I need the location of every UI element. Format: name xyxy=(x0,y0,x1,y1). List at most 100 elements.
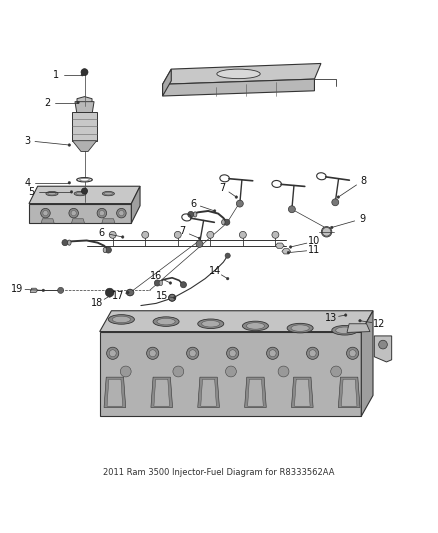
Circle shape xyxy=(77,101,79,104)
Circle shape xyxy=(70,191,73,193)
Ellipse shape xyxy=(201,320,220,327)
Text: 17: 17 xyxy=(112,291,124,301)
Text: 1: 1 xyxy=(53,70,60,80)
Ellipse shape xyxy=(187,347,199,359)
Ellipse shape xyxy=(157,318,175,325)
Circle shape xyxy=(109,231,116,238)
Ellipse shape xyxy=(346,347,359,359)
Circle shape xyxy=(81,188,88,194)
Circle shape xyxy=(127,289,134,296)
Ellipse shape xyxy=(106,347,119,359)
Text: 9: 9 xyxy=(359,214,365,224)
Text: 10: 10 xyxy=(308,236,321,246)
Circle shape xyxy=(235,196,238,198)
Polygon shape xyxy=(162,69,171,96)
Circle shape xyxy=(213,209,216,212)
Circle shape xyxy=(287,252,290,254)
Ellipse shape xyxy=(43,211,48,216)
Circle shape xyxy=(226,277,229,280)
Text: 5: 5 xyxy=(28,187,35,197)
Text: 6: 6 xyxy=(99,228,105,238)
Polygon shape xyxy=(72,112,97,141)
Ellipse shape xyxy=(226,366,237,377)
Ellipse shape xyxy=(71,211,76,216)
Ellipse shape xyxy=(267,347,279,359)
Polygon shape xyxy=(361,311,373,416)
Polygon shape xyxy=(338,377,360,408)
Text: 3: 3 xyxy=(24,136,30,146)
Polygon shape xyxy=(374,336,392,362)
Text: 2: 2 xyxy=(45,98,51,108)
Ellipse shape xyxy=(80,179,89,181)
Circle shape xyxy=(174,231,181,238)
Circle shape xyxy=(288,206,295,213)
Polygon shape xyxy=(75,102,94,112)
Text: 12: 12 xyxy=(373,319,386,329)
Polygon shape xyxy=(247,379,263,406)
Polygon shape xyxy=(131,186,140,223)
Polygon shape xyxy=(198,377,219,408)
Ellipse shape xyxy=(102,191,114,196)
Polygon shape xyxy=(162,79,314,96)
Circle shape xyxy=(180,281,187,288)
Polygon shape xyxy=(104,377,126,408)
Ellipse shape xyxy=(149,350,156,357)
Ellipse shape xyxy=(159,280,162,286)
Ellipse shape xyxy=(194,212,197,217)
Polygon shape xyxy=(151,377,173,408)
Ellipse shape xyxy=(198,319,224,328)
Circle shape xyxy=(224,219,230,225)
Ellipse shape xyxy=(97,208,106,218)
Ellipse shape xyxy=(246,322,265,329)
Circle shape xyxy=(142,231,149,238)
Text: 7: 7 xyxy=(179,226,185,236)
Ellipse shape xyxy=(99,211,105,216)
Circle shape xyxy=(154,280,160,286)
Ellipse shape xyxy=(46,191,58,196)
Polygon shape xyxy=(29,186,140,204)
Ellipse shape xyxy=(287,324,313,333)
Circle shape xyxy=(321,227,332,237)
Circle shape xyxy=(105,247,111,253)
Polygon shape xyxy=(162,63,321,84)
Polygon shape xyxy=(154,379,170,406)
Circle shape xyxy=(196,240,203,247)
Text: 13: 13 xyxy=(325,313,337,322)
Ellipse shape xyxy=(112,316,131,322)
Ellipse shape xyxy=(307,347,319,359)
Polygon shape xyxy=(100,332,361,416)
Polygon shape xyxy=(201,379,216,406)
Circle shape xyxy=(331,226,333,229)
Circle shape xyxy=(58,287,64,293)
Ellipse shape xyxy=(331,366,342,377)
Circle shape xyxy=(127,291,129,294)
Ellipse shape xyxy=(173,366,184,377)
Polygon shape xyxy=(341,379,357,406)
Circle shape xyxy=(68,144,71,147)
Ellipse shape xyxy=(41,208,50,218)
Circle shape xyxy=(121,236,124,238)
Polygon shape xyxy=(100,311,373,332)
Ellipse shape xyxy=(69,208,78,218)
Ellipse shape xyxy=(48,192,56,195)
Ellipse shape xyxy=(147,347,159,359)
Ellipse shape xyxy=(119,211,124,216)
Circle shape xyxy=(42,289,45,292)
Text: 6: 6 xyxy=(190,199,196,208)
Polygon shape xyxy=(29,204,131,223)
Ellipse shape xyxy=(269,350,276,357)
Text: 15: 15 xyxy=(155,291,168,301)
Ellipse shape xyxy=(189,350,196,357)
Ellipse shape xyxy=(120,366,131,377)
Circle shape xyxy=(81,69,88,76)
Polygon shape xyxy=(282,249,290,254)
Polygon shape xyxy=(291,377,313,408)
Circle shape xyxy=(68,181,71,184)
Ellipse shape xyxy=(226,347,239,359)
Ellipse shape xyxy=(109,350,116,357)
Circle shape xyxy=(169,281,172,284)
Circle shape xyxy=(108,295,111,297)
Ellipse shape xyxy=(309,350,316,357)
Ellipse shape xyxy=(242,321,268,330)
Circle shape xyxy=(62,240,68,246)
